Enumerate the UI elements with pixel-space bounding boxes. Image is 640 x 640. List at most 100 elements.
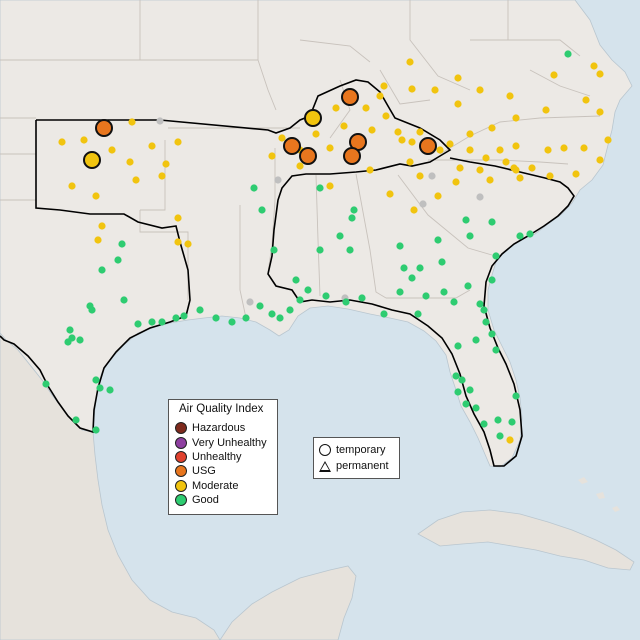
moderate-monitor-marker[interactable] — [362, 104, 370, 112]
good-monitor-marker[interactable] — [256, 302, 264, 310]
good-monitor-marker[interactable] — [180, 312, 188, 320]
good-monitor-marker[interactable] — [96, 384, 104, 392]
moderate-monitor-marker[interactable] — [446, 140, 454, 148]
good-monitor-marker[interactable] — [416, 264, 424, 272]
moderate-monitor-marker[interactable] — [512, 114, 520, 122]
moderate-monitor-marker[interactable] — [544, 146, 552, 154]
nodata-monitor-marker[interactable] — [476, 193, 484, 201]
moderate-monitor-marker[interactable] — [482, 154, 490, 162]
moderate-monitor-marker[interactable] — [94, 236, 102, 244]
moderate-monitor-marker[interactable] — [604, 136, 612, 144]
moderate-monitor-marker[interactable] — [366, 166, 374, 174]
moderate-monitor-marker[interactable] — [386, 190, 394, 198]
good-monitor-marker[interactable] — [488, 218, 496, 226]
moderate-monitor-marker[interactable] — [436, 146, 444, 154]
good-monitor-marker[interactable] — [348, 214, 356, 222]
good-monitor-marker[interactable] — [396, 242, 404, 250]
moderate-monitor-marker[interactable] — [162, 160, 170, 168]
good-monitor-marker[interactable] — [496, 432, 504, 440]
moderate-monitor-marker[interactable] — [596, 108, 604, 116]
good-monitor-marker[interactable] — [454, 388, 462, 396]
good-monitor-marker[interactable] — [242, 314, 250, 322]
moderate-monitor-marker[interactable] — [128, 118, 136, 126]
moderate-monitor-marker[interactable] — [528, 164, 536, 172]
good-monitor-marker[interactable] — [462, 400, 470, 408]
moderate-monitor-marker[interactable] — [580, 144, 588, 152]
nodata-monitor-marker[interactable] — [419, 200, 427, 208]
good-monitor-marker[interactable] — [292, 276, 300, 284]
good-monitor-marker[interactable] — [134, 320, 142, 328]
good-monitor-marker[interactable] — [434, 236, 442, 244]
good-monitor-marker[interactable] — [66, 326, 74, 334]
good-monitor-marker[interactable] — [172, 314, 180, 322]
moderate-monitor-marker[interactable] — [546, 172, 554, 180]
good-monitor-marker[interactable] — [480, 306, 488, 314]
good-monitor-marker[interactable] — [472, 336, 480, 344]
good-monitor-marker[interactable] — [336, 232, 344, 240]
nodata-monitor-marker[interactable] — [156, 117, 164, 125]
usg-highlighted-monitor-marker[interactable] — [341, 88, 359, 106]
good-monitor-marker[interactable] — [564, 50, 572, 58]
moderate-monitor-marker[interactable] — [296, 162, 304, 170]
good-monitor-marker[interactable] — [304, 286, 312, 294]
nodata-monitor-marker[interactable] — [274, 176, 282, 184]
usg-highlighted-monitor-marker[interactable] — [283, 137, 301, 155]
moderate-monitor-marker[interactable] — [590, 62, 598, 70]
good-monitor-marker[interactable] — [516, 232, 524, 240]
moderate-monitor-marker[interactable] — [434, 192, 442, 200]
moderate-monitor-marker[interactable] — [406, 58, 414, 66]
moderate-monitor-marker[interactable] — [340, 122, 348, 130]
usg-highlighted-monitor-marker[interactable] — [299, 147, 317, 165]
moderate-monitor-marker[interactable] — [582, 96, 590, 104]
good-monitor-marker[interactable] — [480, 420, 488, 428]
good-monitor-marker[interactable] — [464, 282, 472, 290]
moderate-monitor-marker[interactable] — [560, 144, 568, 152]
moderate-monitor-marker[interactable] — [58, 138, 66, 146]
moderate-monitor-marker[interactable] — [542, 106, 550, 114]
good-monitor-marker[interactable] — [358, 294, 366, 302]
usg-highlighted-monitor-marker[interactable] — [419, 137, 437, 155]
moderate-monitor-marker[interactable] — [456, 164, 464, 172]
good-monitor-marker[interactable] — [438, 258, 446, 266]
good-monitor-marker[interactable] — [114, 256, 122, 264]
good-monitor-marker[interactable] — [250, 184, 258, 192]
good-monitor-marker[interactable] — [458, 376, 466, 384]
good-monitor-marker[interactable] — [72, 416, 80, 424]
good-monitor-marker[interactable] — [148, 318, 156, 326]
good-monitor-marker[interactable] — [526, 230, 534, 238]
good-monitor-marker[interactable] — [228, 318, 236, 326]
moderate-monitor-marker[interactable] — [382, 112, 390, 120]
good-monitor-marker[interactable] — [440, 288, 448, 296]
moderate-monitor-marker[interactable] — [408, 138, 416, 146]
moderate-monitor-marker[interactable] — [496, 146, 504, 154]
good-monitor-marker[interactable] — [322, 292, 330, 300]
moderate-monitor-marker[interactable] — [454, 74, 462, 82]
good-monitor-marker[interactable] — [316, 246, 324, 254]
good-monitor-marker[interactable] — [258, 206, 266, 214]
moderate-monitor-marker[interactable] — [312, 130, 320, 138]
moderate-monitor-marker[interactable] — [126, 158, 134, 166]
good-monitor-marker[interactable] — [92, 426, 100, 434]
good-monitor-marker[interactable] — [268, 310, 276, 318]
good-monitor-marker[interactable] — [492, 252, 500, 260]
moderate-monitor-marker[interactable] — [596, 70, 604, 78]
nodata-monitor-marker[interactable] — [428, 172, 436, 180]
good-monitor-marker[interactable] — [88, 306, 96, 314]
moderate-monitor-marker[interactable] — [572, 170, 580, 178]
moderate-monitor-marker[interactable] — [550, 71, 558, 79]
moderate-monitor-marker[interactable] — [376, 92, 384, 100]
moderate-monitor-marker[interactable] — [174, 214, 182, 222]
moderate-monitor-marker[interactable] — [68, 182, 76, 190]
good-monitor-marker[interactable] — [462, 216, 470, 224]
moderate-monitor-marker[interactable] — [506, 436, 514, 444]
moderate-monitor-marker[interactable] — [512, 166, 520, 174]
moderate-monitor-marker[interactable] — [148, 142, 156, 150]
moderate-monitor-marker[interactable] — [488, 124, 496, 132]
moderate-monitor-marker[interactable] — [406, 158, 414, 166]
moderate-monitor-marker[interactable] — [506, 92, 514, 100]
moderate-monitor-marker[interactable] — [92, 192, 100, 200]
moderate-monitor-marker[interactable] — [268, 152, 276, 160]
good-monitor-marker[interactable] — [196, 306, 204, 314]
good-monitor-marker[interactable] — [488, 276, 496, 284]
good-monitor-marker[interactable] — [64, 338, 72, 346]
